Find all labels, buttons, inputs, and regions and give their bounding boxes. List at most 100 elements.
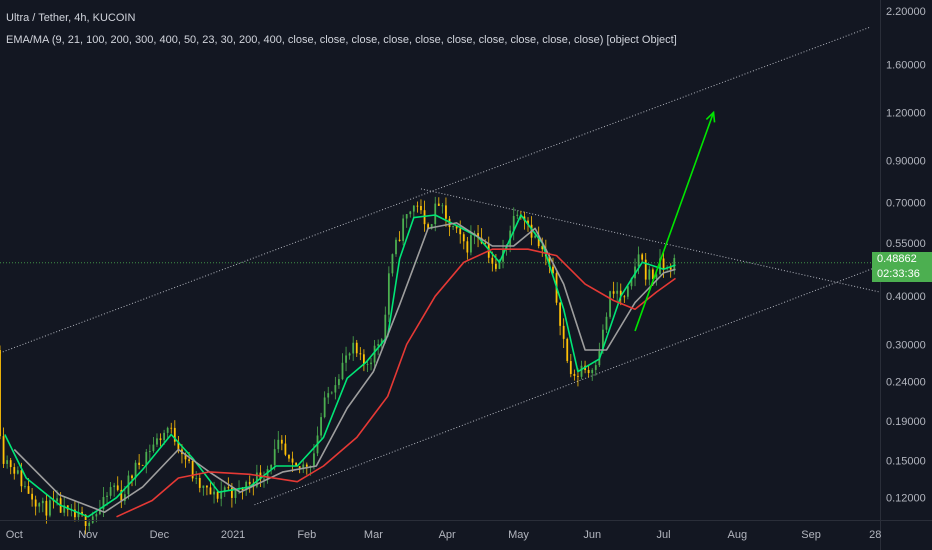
- candle-body: [34, 499, 37, 507]
- projection-arrow-layer: [634, 110, 716, 332]
- candle-body: [534, 235, 537, 238]
- x-tick-label: Apr: [439, 529, 456, 541]
- candle-body: [437, 203, 440, 206]
- candle-body: [113, 485, 116, 488]
- candle-body: [31, 493, 34, 500]
- candle-body: [270, 464, 273, 470]
- candle-body: [188, 459, 190, 461]
- candle-body: [641, 254, 644, 260]
- ma_mid-line: [13, 222, 676, 513]
- candle-body: [241, 488, 244, 491]
- candle-body: [398, 239, 401, 241]
- candle-body: [138, 462, 141, 465]
- candle-body: [273, 449, 276, 465]
- last-price-tag: 0.48862: [872, 252, 932, 267]
- candle-body: [669, 267, 672, 270]
- candle-body: [612, 291, 615, 294]
- candle-body: [98, 509, 101, 515]
- bar-countdown-tag: 02:33:36: [872, 267, 932, 282]
- candle-body: [630, 278, 633, 287]
- candle-body: [659, 258, 661, 275]
- candle-body: [163, 432, 166, 441]
- candle-body: [362, 354, 365, 365]
- candle-body: [295, 462, 298, 467]
- candle-body: [227, 487, 230, 489]
- x-tick-label: Nov: [78, 529, 98, 541]
- candle-body: [277, 439, 280, 450]
- candle-body: [462, 234, 465, 242]
- candle-body: [402, 218, 405, 241]
- y-tick-label: 1.60000: [886, 59, 926, 71]
- candle-body: [63, 505, 66, 513]
- candle-body: [220, 491, 223, 499]
- candle-body: [594, 365, 597, 370]
- candle-body: [56, 498, 58, 502]
- candle-body: [355, 342, 358, 354]
- candle-body: [298, 466, 301, 469]
- candle-body: [637, 254, 640, 267]
- x-tick-label: Mar: [364, 529, 383, 541]
- candle-body: [348, 353, 351, 356]
- y-tick-label: 2.20000: [886, 6, 926, 18]
- x-tick-label: Jun: [583, 529, 601, 541]
- y-tick-label: 0.30000: [886, 339, 926, 351]
- y-tick-label: 0.12000: [886, 493, 926, 505]
- candle-body: [623, 296, 626, 298]
- candle-body: [206, 485, 208, 488]
- candle-body: [477, 233, 479, 238]
- candle-body: [2, 436, 5, 464]
- candle-body: [27, 486, 30, 494]
- candle-body: [141, 464, 144, 466]
- candle-body: [202, 485, 205, 488]
- indicator-legend: EMA/MA (9, 21, 100, 200, 300, 400, 50, 2…: [6, 34, 677, 46]
- candle-body: [320, 417, 322, 436]
- candle-body: [148, 451, 151, 452]
- candle-body: [6, 460, 9, 464]
- candle-body: [323, 397, 326, 418]
- candle-body: [494, 263, 497, 269]
- candle-body: [45, 500, 48, 516]
- y-tick-label: 0.70000: [886, 198, 926, 210]
- candle-body: [577, 375, 579, 377]
- y-tick-label: 0.40000: [886, 291, 926, 303]
- candle-body: [13, 467, 16, 474]
- trendlines-layer: [0, 26, 881, 506]
- candle-body: [384, 314, 387, 340]
- candle-body: [352, 342, 355, 354]
- candle-body: [91, 516, 94, 523]
- candle-body: [566, 338, 569, 362]
- candle-body: [280, 439, 283, 444]
- candle-body: [430, 224, 433, 229]
- candle-body: [38, 503, 41, 507]
- candle-body: [380, 339, 383, 345]
- x-tick-label: Aug: [728, 529, 748, 541]
- candle-body: [116, 485, 119, 490]
- channel-upper-trendline: [0, 26, 871, 354]
- candle-body: [216, 491, 219, 499]
- candle-body: [587, 369, 590, 374]
- candle-body: [77, 511, 80, 518]
- candle-body: [648, 269, 651, 280]
- candle-body: [491, 257, 494, 264]
- candle-body: [0, 350, 1, 437]
- candle-body: [170, 427, 173, 429]
- projection-arrow-head: [705, 110, 716, 123]
- ma_slow-line: [116, 248, 676, 518]
- candle-body: [120, 489, 123, 502]
- candle-body: [405, 214, 408, 219]
- candle-body: [366, 364, 369, 365]
- candle-body: [16, 470, 19, 474]
- candle-body: [580, 365, 583, 377]
- candle-body: [466, 241, 469, 253]
- candle-body: [452, 226, 454, 228]
- y-tick-label: 0.15000: [886, 455, 926, 467]
- candle-body: [609, 291, 611, 317]
- candle-body: [109, 487, 112, 496]
- candle-body: [245, 481, 248, 491]
- candle-body: [626, 286, 629, 297]
- candle-body: [248, 481, 251, 485]
- y-tick-label: 1.20000: [886, 107, 926, 119]
- x-tick-label: Oct: [6, 529, 23, 541]
- candle-body: [95, 514, 98, 517]
